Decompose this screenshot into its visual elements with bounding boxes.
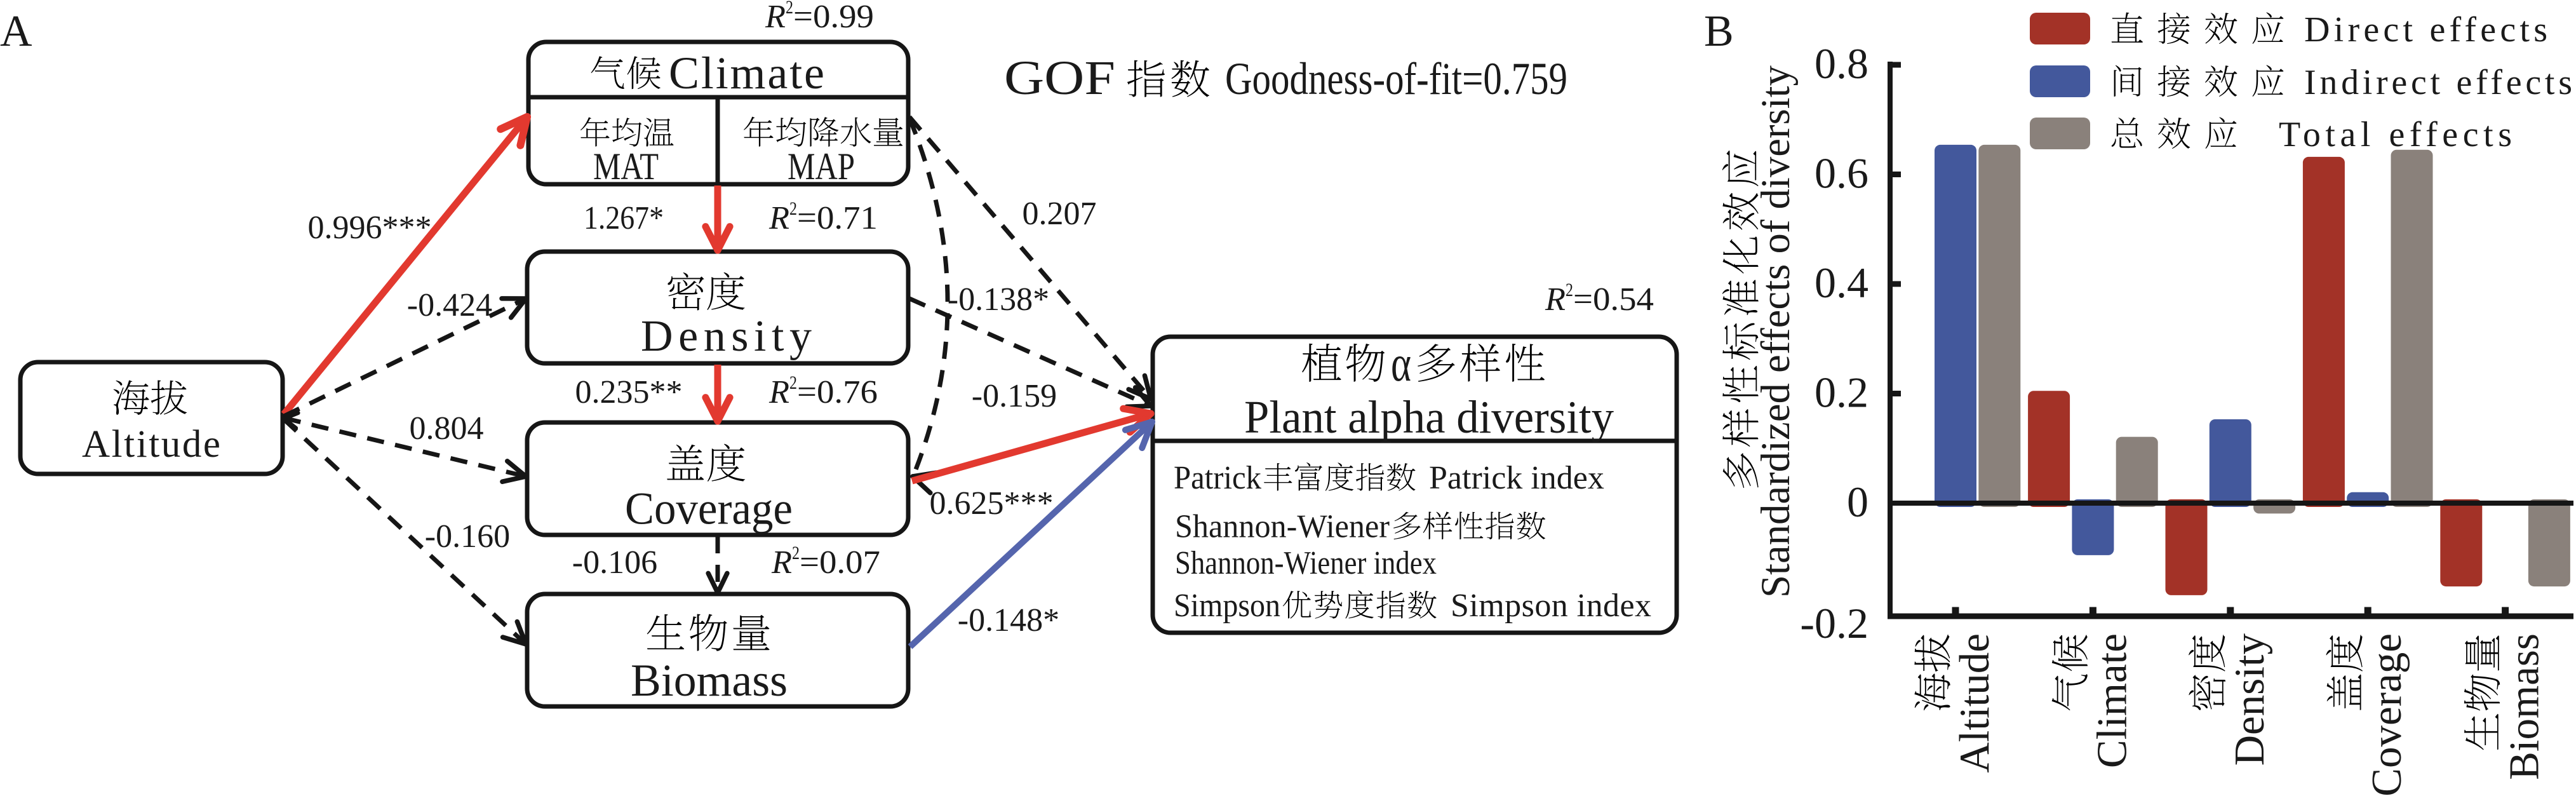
svg-text:Coverage: Coverage	[625, 483, 793, 534]
svg-text:Shannon-Wiener: Shannon-Wiener	[1175, 509, 1390, 545]
svg-text:Plant alpha diversity: Plant alpha diversity	[1244, 391, 1614, 443]
svg-text:Altitude: Altitude	[82, 423, 220, 466]
svg-text:Total effects: Total effects	[2279, 115, 2512, 154]
svg-text:R: R	[765, 0, 786, 35]
svg-text:-0.159: -0.159	[972, 378, 1057, 414]
svg-text:0.804: 0.804	[410, 410, 484, 447]
svg-text:0.8: 0.8	[1815, 39, 1868, 88]
svg-text:=0.07: =0.07	[800, 544, 880, 581]
svg-text:Shannon-Wiener index: Shannon-Wiener index	[1175, 545, 1437, 581]
svg-text:GOF: GOF	[1004, 51, 1115, 105]
svg-text:2: 2	[792, 543, 800, 563]
svg-text:Biomass: Biomass	[631, 655, 788, 706]
svg-text:=0.54: =0.54	[1573, 281, 1654, 318]
svg-text:=0.99: =0.99	[793, 0, 874, 35]
svg-text:-0.424: -0.424	[407, 287, 492, 323]
svg-text:Climate: Climate	[2088, 633, 2135, 768]
svg-text:-0.148*: -0.148*	[958, 602, 1059, 638]
svg-text:Patrick: Patrick	[1174, 460, 1261, 496]
svg-text:Patrick index: Patrick index	[1429, 460, 1604, 496]
svg-text:=0.76: =0.76	[797, 374, 878, 410]
svg-text:Climate: Climate	[669, 48, 824, 98]
svg-text:0.235**: 0.235**	[575, 374, 683, 410]
svg-text:Biomass: Biomass	[2501, 633, 2548, 780]
svg-text:-0.106: -0.106	[572, 544, 657, 581]
svg-text:0.2: 0.2	[1815, 368, 1868, 417]
svg-text:Density: Density	[2226, 633, 2273, 766]
svg-text:Simpson index: Simpson index	[1451, 588, 1651, 624]
svg-text:R: R	[768, 200, 789, 236]
svg-text:Standardized effects of divers: Standardized effects of diversity	[1753, 65, 1799, 598]
svg-text:0.6: 0.6	[1815, 149, 1868, 198]
svg-text:-0.160: -0.160	[425, 518, 510, 555]
svg-text:2: 2	[786, 0, 793, 18]
svg-text:0.207: 0.207	[1023, 196, 1097, 232]
svg-text:R: R	[771, 544, 792, 581]
svg-text:Goodness-of-fit=0.759: Goodness-of-fit=0.759	[1225, 53, 1567, 104]
svg-text:0.4: 0.4	[1815, 259, 1868, 307]
svg-text:=0.71: =0.71	[797, 200, 878, 236]
svg-text:MAP: MAP	[788, 145, 855, 187]
svg-text:Altitude: Altitude	[1951, 633, 1998, 773]
svg-text:0.996***: 0.996***	[308, 210, 432, 246]
svg-text:α: α	[1391, 336, 1411, 392]
svg-text:B: B	[1704, 7, 1734, 56]
svg-text:-0.2: -0.2	[1800, 599, 1868, 647]
svg-text:A: A	[0, 7, 32, 56]
svg-text:1.267*: 1.267*	[584, 200, 664, 236]
svg-text:R: R	[768, 374, 789, 410]
svg-text:Indirect effects: Indirect effects	[2304, 63, 2572, 102]
svg-text:R: R	[1545, 281, 1566, 318]
svg-text:2: 2	[789, 198, 797, 219]
svg-text:0: 0	[1847, 478, 1868, 526]
svg-text:2: 2	[1566, 280, 1573, 300]
svg-text:2: 2	[789, 372, 797, 393]
svg-text:MAT: MAT	[593, 145, 659, 187]
svg-text:Simpson: Simpson	[1174, 588, 1280, 624]
svg-text:-0.138*: -0.138*	[948, 281, 1049, 318]
svg-text:Coverage: Coverage	[2363, 633, 2410, 797]
svg-text:0.625***: 0.625***	[930, 485, 1054, 522]
